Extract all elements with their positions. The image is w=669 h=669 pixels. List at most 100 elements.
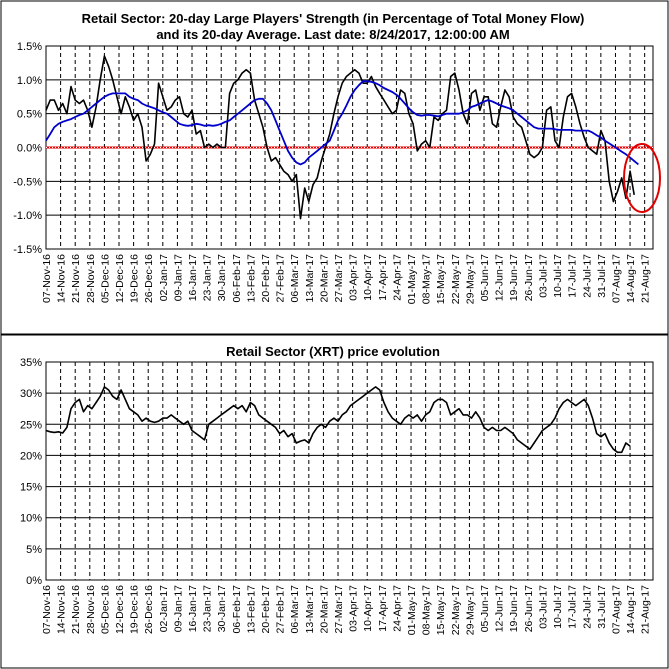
y-tick-label: -1.5% <box>13 244 42 256</box>
x-tick-label: 14-Aug-17 <box>625 585 637 634</box>
x-tick-label: 07-Nov-16 <box>41 585 53 634</box>
x-tick-label: 19-Dec-16 <box>129 254 141 303</box>
top-chart-subtitle: and its 20-day Average. Last date: 8/24/… <box>156 27 509 42</box>
x-tick-label: 07-Aug-17 <box>610 585 622 634</box>
x-tick-label: 15-May-17 <box>435 254 447 304</box>
x-tick-label: 24-Jul-17 <box>581 585 593 629</box>
x-tick-label: 05-Dec-16 <box>99 254 111 303</box>
x-tick-label: 21-Aug-17 <box>640 585 652 634</box>
x-tick-label: 14-Aug-17 <box>625 254 637 303</box>
x-tick-label: 31-Jul-17 <box>596 254 608 298</box>
y-tick-label: -1.0% <box>13 210 42 222</box>
x-tick-label: 19-Dec-16 <box>129 585 141 634</box>
y-tick-label: 1.0% <box>17 75 42 87</box>
x-tick-label: 08-May-17 <box>421 585 433 635</box>
x-tick-label: 10-Jul-17 <box>552 254 564 298</box>
x-tick-label: 14-Nov-16 <box>56 254 68 303</box>
x-tick-label: 30-Jan-17 <box>216 585 228 632</box>
x-tick-label: 28-Nov-16 <box>85 254 97 303</box>
y-tick-label: 35% <box>20 357 42 369</box>
x-tick-label: 29-May-17 <box>464 585 476 635</box>
x-tick-label: 17-Jul-17 <box>567 254 579 298</box>
x-tick-label: 10-Apr-17 <box>362 585 374 632</box>
x-tick-label: 13-Mar-17 <box>304 254 316 303</box>
x-tick-label: 20-Mar-17 <box>318 254 330 303</box>
y-tick-label: 0% <box>26 575 42 587</box>
x-tick-label: 13-Mar-17 <box>304 585 316 634</box>
x-tick-label: 16-Jan-17 <box>187 254 199 301</box>
y-tick-label: 20% <box>20 450 42 462</box>
x-tick-label: 01-May-17 <box>406 585 418 635</box>
x-tick-label: 05-Jun-17 <box>479 585 491 632</box>
x-tick-label: 05-Jun-17 <box>479 254 491 301</box>
x-tick-label: 06-Feb-17 <box>231 585 243 634</box>
x-tick-label: 14-Nov-16 <box>56 585 68 634</box>
x-tick-label: 23-Jan-17 <box>202 585 214 632</box>
x-tick-label: 03-Apr-17 <box>348 254 360 301</box>
series-line-1 <box>45 80 639 166</box>
x-tick-label: 12-Jun-17 <box>494 254 506 301</box>
x-tick-label: 07-Nov-16 <box>41 254 53 303</box>
x-tick-label: 07-Aug-17 <box>610 254 622 303</box>
x-tick-label: 19-Jun-17 <box>508 254 520 301</box>
x-tick-label: 24-Apr-17 <box>391 254 403 301</box>
bottom-chart-title: Retail Sector (XRT) price evolution <box>226 344 440 359</box>
x-tick-label: 01-May-17 <box>406 254 418 304</box>
x-tick-label: 24-Jul-17 <box>581 254 593 298</box>
x-tick-label: 17-Jul-17 <box>567 585 579 629</box>
x-tick-label: 10-Apr-17 <box>362 254 374 301</box>
x-tick-label: 21-Aug-17 <box>640 254 652 303</box>
x-tick-label: 12-Dec-16 <box>114 254 126 303</box>
y-tick-label: -0.5% <box>13 176 42 188</box>
y-tick-label: 0.0% <box>17 143 42 155</box>
x-tick-label: 26-Dec-16 <box>143 254 155 303</box>
x-tick-label: 16-Jan-17 <box>187 585 199 632</box>
y-tick-label: 30% <box>20 388 42 400</box>
y-tick-label: 15% <box>20 482 42 494</box>
y-tick-label: 1.5% <box>17 41 42 53</box>
series-line-0 <box>45 55 635 220</box>
x-tick-label: 30-Jan-17 <box>216 254 228 301</box>
x-tick-label: 13-Feb-17 <box>245 254 257 303</box>
y-tick-label: 5% <box>26 544 42 556</box>
x-tick-label: 29-May-17 <box>464 254 476 304</box>
x-tick-label: 27-Feb-17 <box>275 585 287 634</box>
series-line-0 <box>45 386 631 454</box>
x-tick-label: 09-Jan-17 <box>172 585 184 632</box>
x-tick-label: 27-Feb-17 <box>275 254 287 303</box>
highlight-circle <box>623 142 661 213</box>
x-tick-label: 03-Jul-17 <box>537 254 549 298</box>
x-tick-label: 26-Jun-17 <box>523 585 535 632</box>
x-tick-label: 10-Jul-17 <box>552 585 564 629</box>
x-tick-label: 05-Dec-16 <box>99 585 111 634</box>
x-tick-label: 22-May-17 <box>450 585 462 635</box>
x-tick-label: 03-Apr-17 <box>348 585 360 632</box>
x-tick-label: 20-Feb-17 <box>260 254 272 303</box>
x-tick-label: 15-May-17 <box>435 585 447 635</box>
x-tick-label: 28-Nov-16 <box>85 585 97 634</box>
x-tick-label: 22-May-17 <box>450 254 462 304</box>
x-tick-label: 03-Jul-17 <box>537 585 549 629</box>
x-tick-label: 27-Mar-17 <box>333 254 345 303</box>
y-tick-label: 25% <box>20 419 42 431</box>
x-tick-label: 17-Apr-17 <box>377 585 389 632</box>
y-tick-label: 10% <box>20 513 42 525</box>
x-tick-label: 21-Nov-16 <box>70 585 82 634</box>
x-tick-label: 21-Nov-16 <box>70 254 82 303</box>
x-tick-label: 08-May-17 <box>421 254 433 304</box>
x-tick-label: 09-Jan-17 <box>172 254 184 301</box>
x-tick-label: 12-Jun-17 <box>494 585 506 632</box>
x-tick-label: 13-Feb-17 <box>245 585 257 634</box>
x-tick-label: 02-Jan-17 <box>158 254 170 301</box>
bottom-plot-area: 0% 5% 10% 15% 20% 25% 30% 35% 07-Nov-16 14-Nov-16… <box>20 357 654 635</box>
x-tick-label: 12-Dec-16 <box>114 585 126 634</box>
x-tick-label: 06-Feb-17 <box>231 254 243 303</box>
x-tick-label: 20-Feb-17 <box>260 585 272 634</box>
x-tick-label: 02-Jan-17 <box>158 585 170 632</box>
x-tick-label: 19-Jun-17 <box>508 585 520 632</box>
x-tick-label: 31-Jul-17 <box>596 585 608 629</box>
x-tick-label: 24-Apr-17 <box>391 585 403 632</box>
x-tick-label: 17-Apr-17 <box>377 254 389 301</box>
top-chart-title: Retail Sector: 20-day Large Players' Str… <box>82 11 585 26</box>
